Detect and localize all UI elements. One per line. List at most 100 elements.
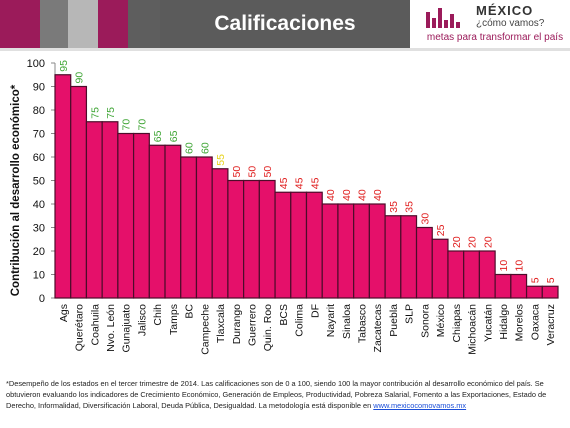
logo: MÉXICO ¿cómo vamos? metas para transform…	[420, 2, 570, 46]
bar	[368, 203, 386, 299]
logo-name: MÉXICO	[476, 3, 534, 18]
x-tick-label: Campeche	[199, 304, 211, 355]
x-tick-label: Quin. Roo	[262, 304, 274, 351]
data-label: 25	[435, 224, 447, 236]
data-label: 40	[325, 189, 337, 201]
x-tick-label: Ags	[58, 304, 70, 322]
x-tick-label: Coahuila	[89, 304, 101, 346]
footnote-text: *Desempeño de los estados en el tercer t…	[6, 379, 547, 410]
data-label: 75	[105, 107, 117, 119]
bar	[494, 273, 512, 299]
x-tick-label: Chiapas	[451, 304, 463, 343]
bar	[211, 168, 229, 299]
bar	[415, 226, 433, 299]
bar	[353, 203, 370, 299]
data-label: 40	[372, 189, 384, 201]
data-label: 50	[231, 166, 243, 178]
data-label: 60	[199, 142, 211, 154]
data-label: 45	[309, 177, 321, 189]
logo-tagline: metas para transformar el país	[426, 32, 564, 43]
x-tick-label: Tabasco	[357, 304, 369, 343]
data-label: 60	[184, 142, 196, 154]
stripe	[128, 0, 160, 48]
data-label: 45	[278, 177, 290, 189]
bar	[180, 156, 198, 299]
bar	[195, 156, 213, 299]
bar	[101, 121, 119, 299]
data-label: 65	[152, 130, 164, 142]
x-tick-label: BCS	[278, 304, 290, 326]
logo-subtitle: ¿cómo vamos?	[476, 18, 545, 29]
x-tick-label: Oaxaca	[529, 304, 541, 340]
x-tick-label: Tlaxcala	[215, 304, 227, 343]
x-tick-label: Nvo. León	[105, 304, 117, 352]
bar	[274, 191, 292, 299]
bar	[54, 74, 72, 299]
x-tick-label: Michoacán	[467, 304, 479, 355]
bar	[132, 132, 150, 299]
data-label: 40	[341, 189, 353, 201]
stripe	[0, 0, 40, 48]
x-tick-label: Veracruz	[545, 304, 557, 345]
data-label: 70	[136, 119, 148, 131]
data-label: 40	[357, 189, 369, 201]
bar	[525, 285, 543, 299]
bar	[400, 215, 418, 299]
bar	[164, 144, 182, 299]
stripe	[68, 0, 98, 48]
header-stripes	[0, 0, 160, 48]
bar	[70, 85, 88, 299]
x-tick-label: Jalisco	[136, 304, 148, 336]
bar	[510, 273, 528, 299]
x-tick-label: Zacatecas	[372, 304, 384, 352]
data-label: 20	[467, 236, 479, 248]
x-tick-label: Durango	[231, 304, 243, 344]
bar	[541, 285, 559, 299]
y-tick-label: 50	[33, 176, 45, 188]
stripe	[40, 0, 68, 48]
title-bar	[160, 0, 410, 48]
data-label: 50	[262, 166, 274, 178]
bar-mark-logo-icon	[426, 6, 466, 28]
data-label: 70	[121, 119, 133, 131]
bar	[85, 121, 103, 299]
x-tick-label: Sinaloa	[341, 304, 353, 339]
x-tick-label: BC	[184, 304, 196, 319]
footnote: *Desempeño de los estados en el tercer t…	[6, 378, 566, 411]
page-title: Calificaciones	[214, 12, 356, 35]
y-tick-label: 30	[33, 223, 45, 235]
x-tick-label: Querétaro	[74, 304, 86, 351]
x-tick-label: Guerrero	[246, 304, 258, 346]
x-tick-label: Gunajuato	[121, 304, 133, 353]
bar	[321, 203, 339, 299]
bar	[290, 191, 308, 299]
y-tick-label: 20	[33, 246, 45, 258]
data-label: 10	[514, 260, 526, 272]
y-axis-title: Contribución al desarrollo económico*	[10, 84, 22, 296]
data-label: 20	[451, 236, 463, 248]
data-label: 90	[74, 72, 86, 84]
stripe	[98, 0, 128, 48]
x-tick-label: Nayarit	[325, 304, 337, 337]
y-tick-label: 100	[27, 58, 45, 70]
bar	[447, 250, 465, 299]
data-label: 35	[404, 201, 416, 213]
bar	[305, 191, 323, 299]
data-label: 5	[529, 277, 541, 283]
y-tick-label: 40	[33, 199, 45, 211]
data-label: 75	[89, 107, 101, 119]
y-tick-label: 0	[39, 293, 45, 305]
bar	[337, 203, 355, 299]
data-label: 35	[388, 201, 400, 213]
x-tick-label: México	[435, 304, 447, 337]
methodology-link[interactable]: www.mexicocomovamos.mx	[373, 401, 467, 410]
bar	[431, 238, 449, 299]
data-label: 10	[498, 260, 510, 272]
bar	[478, 250, 496, 299]
bar	[148, 144, 166, 299]
x-tick-label: Colima	[294, 304, 306, 337]
data-label: 5	[545, 277, 557, 283]
bar	[227, 179, 245, 299]
x-tick-label: SLP	[404, 304, 416, 324]
data-label: 20	[482, 236, 494, 248]
